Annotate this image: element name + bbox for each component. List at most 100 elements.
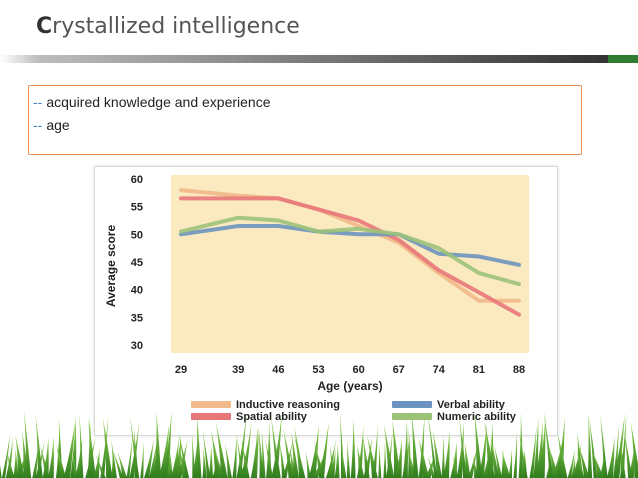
slide-title-rest: rystallized intelligence bbox=[52, 14, 300, 39]
grass-blade bbox=[1, 432, 11, 478]
grass-blade bbox=[129, 422, 140, 478]
legend-label: Verbal ability bbox=[437, 399, 506, 411]
x-tick-label: 39 bbox=[232, 364, 244, 376]
grass-blade bbox=[576, 432, 584, 478]
series-line-spatial-ability bbox=[179, 196, 521, 317]
bullet-item-knowledge: -- acquired knowledge and experience bbox=[33, 94, 271, 110]
grass-blade bbox=[311, 455, 324, 478]
grass-blade bbox=[270, 416, 281, 478]
grass-blade bbox=[508, 448, 513, 478]
legend-swatch bbox=[191, 401, 231, 408]
grass-blade bbox=[630, 422, 638, 478]
grass-blade bbox=[567, 448, 576, 478]
grass-blade bbox=[427, 410, 438, 478]
grass-blade bbox=[32, 440, 39, 478]
grass-blade bbox=[215, 422, 228, 478]
grass-blade bbox=[350, 418, 356, 478]
line-chart: 30 35 40 45 50 55 60 29 39 46 53 60 67 74 81 88 Age (yea… bbox=[104, 174, 529, 423]
grass-blade bbox=[334, 444, 340, 478]
grass-blade bbox=[202, 429, 211, 478]
grass-blade bbox=[291, 431, 300, 478]
grass-blade bbox=[261, 429, 266, 478]
grass-blade bbox=[600, 413, 608, 478]
grass-blade bbox=[42, 437, 49, 478]
grass-blade bbox=[117, 452, 128, 478]
grass-blade bbox=[126, 436, 133, 478]
grass-blade bbox=[628, 442, 635, 478]
x-tick-label: 74 bbox=[433, 364, 446, 376]
grass-blade bbox=[378, 442, 382, 478]
grass-blade bbox=[173, 435, 181, 478]
legend-label: Spatial ability bbox=[236, 411, 308, 423]
x-tick-label: 67 bbox=[393, 364, 405, 376]
grass-blade bbox=[79, 412, 84, 478]
grass-blade bbox=[576, 450, 585, 478]
grass-blade bbox=[75, 437, 83, 478]
grass-blade bbox=[543, 410, 554, 478]
bullet-text: age bbox=[46, 117, 70, 133]
slide-title-initial: C bbox=[36, 14, 53, 39]
slide-title: Crystallized intelligence bbox=[36, 14, 300, 39]
bullet-box: -- acquired knowledge and experience -- ag… bbox=[28, 85, 582, 155]
grass-blade bbox=[623, 429, 633, 478]
grass-blade bbox=[196, 414, 202, 478]
grass-blade bbox=[551, 443, 563, 478]
x-tick-label: 53 bbox=[312, 364, 324, 376]
grass-blade bbox=[253, 429, 259, 478]
y-tick-label: 60 bbox=[131, 174, 143, 186]
grass-blade bbox=[367, 435, 378, 478]
y-tick-label: 40 bbox=[131, 285, 143, 297]
grass-blade bbox=[362, 433, 370, 478]
grass-blade bbox=[587, 412, 593, 478]
grass-blade bbox=[140, 442, 144, 478]
grass-blade bbox=[7, 452, 15, 478]
grass-blade bbox=[56, 445, 67, 478]
grass-blade bbox=[464, 442, 471, 478]
grass-blade bbox=[208, 444, 214, 478]
grass-blade bbox=[620, 440, 626, 478]
grass-blade bbox=[441, 434, 445, 478]
grass-blade bbox=[294, 433, 306, 478]
grass-blade bbox=[13, 448, 19, 478]
x-tick-label: 46 bbox=[272, 364, 284, 376]
chart-frame: 30 35 40 45 50 55 60 29 39 46 53 60 67 74 81 88 Age (yea… bbox=[94, 166, 558, 436]
grass-blade bbox=[408, 426, 412, 478]
grass-blade bbox=[474, 410, 483, 478]
grass-blade bbox=[459, 414, 467, 478]
grass-blade bbox=[313, 441, 325, 478]
plot-background bbox=[171, 175, 529, 353]
y-tick-label: 45 bbox=[131, 257, 143, 269]
grass-blade bbox=[529, 425, 537, 478]
grass-blade bbox=[70, 416, 77, 478]
grass-blade bbox=[35, 415, 43, 478]
grass-blade bbox=[129, 415, 140, 478]
grass-blade bbox=[0, 464, 2, 478]
y-axis-label: Average score bbox=[104, 225, 118, 308]
grass-blade bbox=[282, 439, 293, 478]
grass-blade bbox=[427, 455, 436, 478]
bullet-item-age: -- age bbox=[33, 117, 70, 133]
grass-blade bbox=[394, 438, 402, 478]
grass-blade bbox=[40, 445, 50, 478]
grass-blade bbox=[308, 425, 319, 478]
grass-blade bbox=[346, 440, 351, 478]
grass-blade bbox=[519, 433, 528, 478]
x-tick-label: 88 bbox=[513, 364, 525, 376]
grass-blade bbox=[613, 413, 625, 478]
grass-blade bbox=[606, 436, 615, 478]
grass-blade bbox=[100, 415, 109, 478]
grass-blade bbox=[432, 429, 443, 478]
grass-blade bbox=[538, 415, 546, 478]
grass-blade bbox=[111, 439, 117, 478]
grass-blade bbox=[402, 419, 408, 478]
grass-blade bbox=[356, 425, 364, 478]
y-tick-label: 30 bbox=[131, 340, 143, 352]
grass-blade bbox=[592, 452, 604, 478]
grass-blade bbox=[318, 421, 329, 478]
grass-blade bbox=[548, 446, 559, 478]
series-line-verbal-ability bbox=[179, 224, 521, 267]
legend-swatch bbox=[392, 401, 432, 408]
grass-blade bbox=[102, 417, 113, 478]
grass-blade bbox=[325, 438, 337, 478]
series-line-numeric-ability bbox=[179, 215, 521, 287]
